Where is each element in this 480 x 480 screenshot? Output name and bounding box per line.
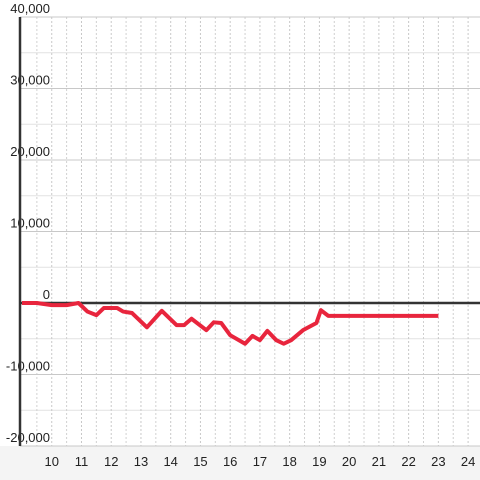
y-tick-label: 30,000: [10, 73, 50, 88]
x-tick-label: 18: [282, 454, 296, 469]
x-tick-label: 24: [461, 454, 475, 469]
y-tick-label: -10,000: [6, 359, 50, 374]
x-tick-label: 10: [45, 454, 59, 469]
x-tick-label: 17: [253, 454, 267, 469]
x-tick-label: 14: [163, 454, 177, 469]
y-tick-label: 20,000: [10, 144, 50, 159]
y-tick-label: -20,000: [6, 430, 50, 445]
x-tick-label: 15: [193, 454, 207, 469]
x-tick-label: 23: [431, 454, 445, 469]
x-tick-label: 20: [342, 454, 356, 469]
x-tick-label: 13: [134, 454, 148, 469]
x-tick-label: 22: [401, 454, 415, 469]
x-axis-band: [0, 446, 480, 480]
y-tick-label: 40,000: [10, 1, 50, 16]
x-tick-label: 11: [75, 454, 89, 469]
x-tick-label: 12: [104, 454, 118, 469]
x-tick-label: 21: [372, 454, 386, 469]
y-tick-label: 10,000: [10, 216, 50, 231]
x-tick-label: 16: [223, 454, 237, 469]
line: [22, 301, 439, 346]
y-tick-label: 0: [43, 287, 50, 302]
x-tick-label: 19: [312, 454, 326, 469]
